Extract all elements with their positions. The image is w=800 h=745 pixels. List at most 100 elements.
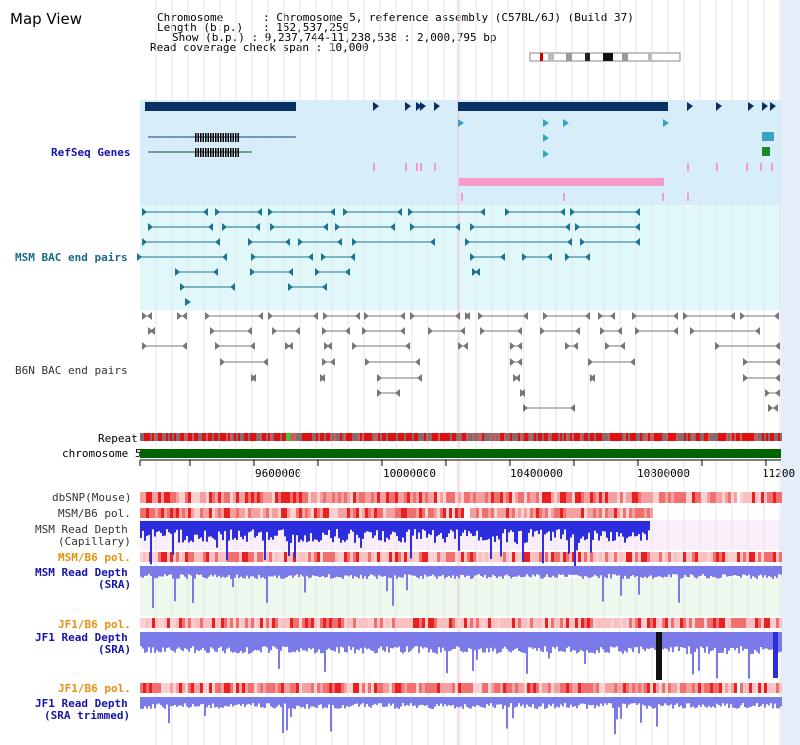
depth-bar (340, 566, 342, 578)
repeat-mark (584, 433, 586, 441)
depth-bar (172, 566, 174, 579)
track-label-msm-depth-sra[interactable]: MSM Read Depth (35, 566, 128, 579)
track-label-msm-b6-pol-1[interactable]: MSM/B6 pol. (58, 507, 131, 520)
depth-bar (618, 632, 620, 652)
depth-bar (412, 632, 414, 649)
heat-mark (614, 508, 617, 518)
depth-bar (622, 521, 624, 537)
heat-mark (416, 508, 419, 518)
bac-end (775, 358, 780, 366)
heat-mark (677, 492, 680, 503)
track-label-msm-depth-cap[interactable]: MSM Read Depth (35, 523, 128, 536)
depth-bar (496, 632, 498, 654)
track-label-jf1-depth-trim[interactable]: JF1 Read Depth (35, 697, 128, 710)
exon (237, 133, 239, 142)
depth-bar (198, 632, 200, 652)
depth-bar (642, 697, 644, 705)
depth-bar (730, 566, 732, 577)
depth-bar (682, 566, 684, 578)
heat-mark (602, 508, 605, 518)
heat-mark (689, 683, 692, 693)
bac-end (230, 283, 235, 291)
heat-mark (500, 508, 503, 518)
depth-bar (706, 632, 708, 647)
heat-mark (311, 552, 314, 562)
heat-mark (410, 618, 413, 628)
depth-bar (548, 697, 550, 705)
heat-mark (266, 508, 269, 518)
depth-bar (646, 521, 648, 541)
track-label-b6n-bac[interactable]: B6N BAC end pairs (15, 364, 128, 377)
heat-mark (248, 618, 251, 628)
depth-bar (246, 566, 248, 576)
depth-bar (298, 632, 300, 652)
track-label-jf1-b6-pol-2[interactable]: JF1/B6 pol. (58, 682, 131, 695)
track-label-chromosome[interactable]: chromosome 5 (62, 447, 142, 460)
heat-mark (323, 492, 326, 503)
depth-bar (430, 521, 432, 536)
depth-bar (216, 697, 218, 707)
depth-bar (164, 566, 166, 575)
heat-mark (245, 552, 248, 562)
gene-arrow (748, 102, 754, 111)
heat-mark (485, 552, 488, 562)
heat-mark (527, 552, 530, 562)
depth-bar (244, 697, 246, 707)
track-label-msm-bac[interactable]: MSM BAC end pairs (15, 251, 128, 264)
track-label-msm-b6-pol-2[interactable]: MSM/B6 pol. (58, 551, 131, 564)
depth-bar (330, 566, 332, 579)
depth-bar (744, 566, 746, 575)
heat-mark (443, 618, 446, 628)
bac-end (247, 327, 252, 335)
depth-bar (554, 632, 556, 649)
depth-bar (314, 566, 316, 577)
heat-mark (182, 552, 185, 562)
repeat-mark (184, 433, 186, 441)
track-label-repeat[interactable]: Repeat (98, 432, 138, 445)
heat-mark (383, 618, 386, 628)
track-label-dbsnp[interactable]: dbSNP(Mouse) (52, 491, 132, 504)
repeat-mark (658, 433, 660, 441)
depth-bar (378, 566, 380, 576)
heat-mark (692, 618, 695, 628)
depth-bar (428, 632, 430, 653)
depth-bar (172, 697, 174, 706)
depth-bar (596, 521, 598, 534)
depth-bar (326, 697, 328, 709)
depth-bar (752, 566, 754, 577)
track-label-refseq[interactable]: RefSeq Genes (51, 146, 131, 159)
heat-mark (341, 492, 344, 503)
heat-mark (725, 492, 728, 503)
depth-bar (356, 521, 358, 535)
depth-bar (362, 566, 364, 579)
heat-mark (746, 552, 749, 562)
depth-bar (504, 566, 506, 576)
heat-mark (548, 683, 551, 693)
heat-mark (332, 552, 335, 562)
depth-bar (698, 632, 700, 671)
heat-mark (542, 492, 545, 503)
heat-mark (431, 683, 434, 693)
depth-bar (576, 521, 578, 551)
exon (207, 148, 209, 157)
heat-mark (278, 552, 281, 562)
depth-bar (266, 697, 268, 704)
track-label-jf1-b6-pol-1[interactable]: JF1/B6 pol. (58, 618, 131, 631)
heat-mark (740, 618, 743, 628)
depth-bar (220, 521, 222, 535)
bac-end (180, 283, 185, 291)
depth-bar (470, 566, 472, 579)
depth-bar (312, 521, 314, 542)
depth-bar (620, 632, 622, 652)
bac-end (258, 312, 263, 320)
bac-end (565, 342, 570, 350)
depth-bar (468, 697, 470, 709)
show-label: Show (b.p.) (172, 31, 245, 44)
heat-mark (206, 508, 209, 518)
heat-mark (254, 508, 257, 518)
depth-bar (580, 521, 582, 539)
depth-bar (442, 521, 444, 539)
repeat-mark (234, 433, 236, 441)
track-label-jf1-depth-sra[interactable]: JF1 Read Depth (35, 631, 128, 644)
